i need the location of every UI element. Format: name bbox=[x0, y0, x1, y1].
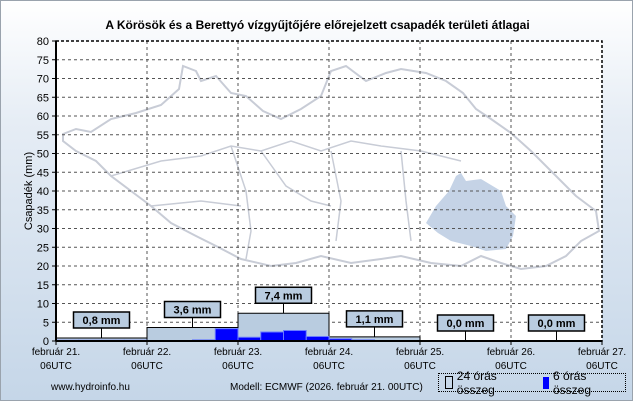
data-label: 0,8 mm bbox=[83, 315, 121, 327]
data-label-box bbox=[254, 286, 313, 304]
x-tick-label-time: 06UTC bbox=[586, 361, 618, 372]
x-tick-label-date: február 22. bbox=[123, 347, 171, 358]
legend-6h-label: 6 órás összeg bbox=[553, 368, 592, 397]
y-tick-label: 5 bbox=[43, 317, 49, 329]
x-tick-label-date: február 25. bbox=[396, 347, 444, 358]
site-link[interactable]: www.hydroinfo.hu bbox=[51, 382, 130, 393]
legend-24h-swatch bbox=[445, 376, 453, 389]
data-label-box bbox=[527, 314, 586, 332]
y-tick-label: 65 bbox=[37, 92, 49, 104]
legend: 24 órás összeg 6 órás összeg bbox=[438, 369, 626, 397]
y-tick-label: 50 bbox=[37, 149, 49, 161]
legend-6h-swatch bbox=[543, 376, 549, 389]
highlighted-region bbox=[426, 173, 516, 251]
data-label-box bbox=[436, 314, 495, 332]
data-label: 7,4 mm bbox=[265, 290, 303, 302]
y-axis-label: Csapadék (mm) bbox=[23, 152, 35, 230]
x-tick-label-time: 06UTC bbox=[313, 361, 345, 372]
y-tick-label: 60 bbox=[37, 111, 49, 123]
data-label: 1,1 mm bbox=[356, 314, 394, 326]
y-tick-label: 0 bbox=[43, 336, 49, 348]
chart-title: A Körösök és a Berettyó vízgyűjtőjére el… bbox=[105, 18, 530, 32]
data-label-box bbox=[72, 311, 131, 329]
data-label-box bbox=[163, 300, 222, 319]
x-tick-label-date: február 23. bbox=[214, 347, 262, 358]
x-tick-label-date: február 26. bbox=[487, 347, 535, 358]
x-tick-label-time: 06UTC bbox=[131, 361, 163, 372]
y-tick-label: 15 bbox=[37, 280, 49, 292]
x-tick-label-time: 06UTC bbox=[495, 361, 527, 372]
x-tick-label-date: február 24. bbox=[305, 347, 353, 358]
data-label: 3,6 mm bbox=[174, 305, 212, 317]
y-tick-label: 80 bbox=[37, 36, 49, 48]
y-tick-label: 20 bbox=[37, 261, 49, 273]
y-tick-label: 25 bbox=[37, 242, 49, 254]
bar-6h bbox=[260, 331, 284, 342]
y-tick-label: 75 bbox=[37, 55, 49, 67]
y-tick-label: 35 bbox=[37, 205, 49, 217]
data-label-box bbox=[345, 310, 404, 328]
x-tick-label-date: február 21. bbox=[32, 347, 80, 358]
x-tick-label-time: 06UTC bbox=[222, 361, 254, 372]
y-tick-label: 10 bbox=[37, 299, 49, 311]
y-tick-label: 30 bbox=[37, 224, 49, 236]
model-info: Modell: ECMWF (2026. február 21. 00UTC) bbox=[230, 382, 423, 393]
y-tick-label: 70 bbox=[37, 74, 49, 86]
data-label: 0,0 mm bbox=[447, 318, 485, 330]
x-tick-label-date: február 27. bbox=[578, 347, 626, 358]
data-label: 0,0 mm bbox=[538, 318, 576, 330]
x-tick-label-time: 06UTC bbox=[404, 361, 436, 372]
subbasin-lines bbox=[110, 140, 462, 260]
x-tick-label-time: 06UTC bbox=[40, 361, 72, 372]
y-tick-label: 40 bbox=[37, 186, 49, 198]
bar-6h bbox=[214, 328, 239, 342]
bar-6h bbox=[283, 330, 307, 342]
y-tick-label: 45 bbox=[37, 167, 49, 179]
legend-24h-label: 24 órás összeg bbox=[456, 368, 497, 397]
y-tick-label: 55 bbox=[37, 130, 49, 142]
